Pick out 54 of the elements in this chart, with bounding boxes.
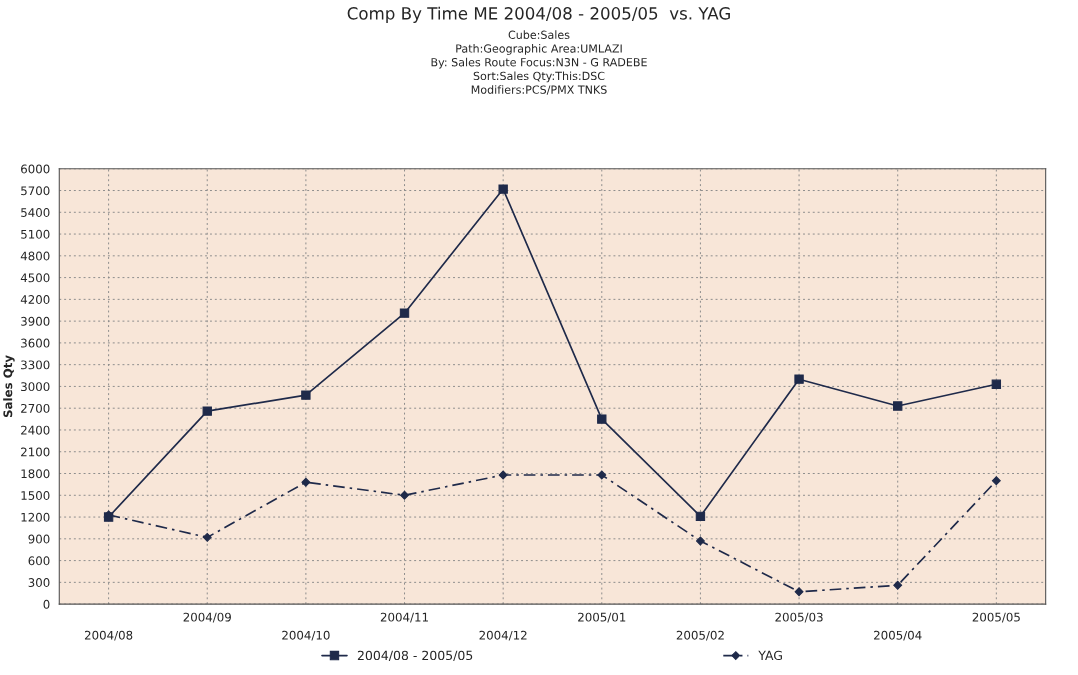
point bbox=[597, 470, 607, 480]
y-tick-label: 1500 bbox=[21, 491, 50, 500]
point bbox=[399, 308, 410, 318]
x-tick-label: 2004/12 bbox=[479, 630, 527, 641]
legend-label: YAG bbox=[758, 650, 782, 661]
point bbox=[893, 401, 903, 411]
point bbox=[991, 379, 1002, 389]
y-tick-label: 3000 bbox=[21, 382, 50, 392]
y-tick-label: 2100 bbox=[21, 447, 50, 457]
y-tick-label: 5700 bbox=[21, 186, 50, 196]
x-tick-label: 2004/09 bbox=[183, 612, 231, 623]
chart-subtitle: Cube:Sales Path:Geographic Area:UMLAZI By: Sales Route Focus:N3N - G RADEBE Sort:Sales Qty:This:DSC Modifiers:PCS/PMX TNKS bbox=[431, 30, 647, 95]
y-tick-label: 0 bbox=[43, 599, 50, 609]
y-tick-label: 2700 bbox=[21, 403, 50, 413]
point bbox=[893, 580, 903, 590]
x-tick-label: 2005/01 bbox=[578, 612, 626, 623]
y-tick-label: 4500 bbox=[20, 273, 50, 283]
chart-title: Comp By Time ME 2004/08 - 2005/05 vs. YAG bbox=[347, 6, 730, 23]
y-tick-label: 5400 bbox=[21, 208, 50, 217]
x-tick-label: 2004/11 bbox=[380, 612, 428, 623]
x-tick-label: 2004/10 bbox=[282, 630, 330, 641]
point bbox=[695, 511, 706, 522]
y-axis-title: Sales Qty bbox=[3, 355, 15, 418]
x-tick-label: 2005/04 bbox=[874, 630, 922, 641]
point bbox=[597, 414, 607, 424]
y-tick-label: 2400 bbox=[21, 425, 50, 435]
point bbox=[202, 406, 212, 416]
y-tick-label: 300 bbox=[28, 578, 50, 588]
y-tick-label: 5100 bbox=[21, 229, 50, 239]
point bbox=[301, 477, 311, 487]
y-tick-label: 900 bbox=[28, 534, 50, 544]
x-tick-label: 2005/03 bbox=[775, 612, 823, 623]
point bbox=[202, 532, 212, 542]
point bbox=[794, 587, 804, 597]
point bbox=[794, 374, 804, 384]
x-tick-label: 2005/02 bbox=[676, 630, 724, 641]
y-tick-label: 4800 bbox=[20, 251, 50, 261]
point bbox=[301, 390, 311, 400]
legend-label: 2004/08 - 2005/05 bbox=[357, 650, 473, 662]
y-tick-label: 3600 bbox=[21, 338, 50, 348]
y-tick-label: 600 bbox=[28, 556, 50, 566]
point bbox=[498, 184, 508, 194]
y-tick-label: 3900 bbox=[21, 316, 50, 326]
y-tick-label: 3300 bbox=[21, 360, 50, 370]
y-tick-label: 4200 bbox=[20, 295, 50, 305]
point bbox=[400, 490, 409, 500]
point bbox=[695, 536, 705, 546]
y-tick-label: 1200 bbox=[21, 512, 50, 522]
x-tick-label: 2005/05 bbox=[972, 612, 1020, 623]
y-tick-label: 1800 bbox=[21, 469, 50, 479]
point bbox=[991, 476, 1001, 486]
y-tick-label: 6000 bbox=[21, 164, 50, 174]
x-tick-label: 2004/08 bbox=[84, 630, 133, 641]
point bbox=[498, 470, 508, 480]
